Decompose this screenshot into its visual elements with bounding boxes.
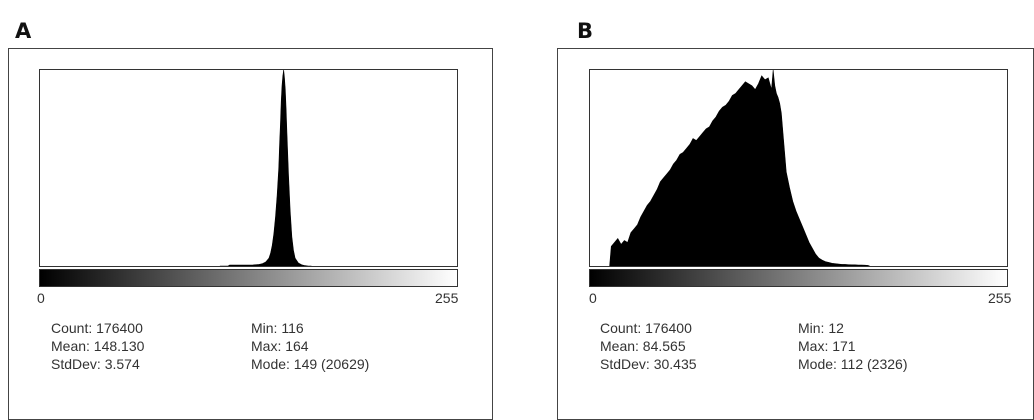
stats-left-a: Count: 176400 Mean: 148.130 StdDev: 3.57… [51,319,144,373]
grayscale-ramp-b [589,269,1008,287]
panel-label-b: B [577,19,594,43]
histogram-plot-a [39,69,458,267]
panel-label-a: A [15,19,32,43]
histogram-area-b [609,70,870,266]
histogram-svg-a [219,70,312,266]
stat-mean-a: Mean: 148.130 [51,338,145,354]
x-tick-max-a: 255 [435,290,459,306]
stats-left-b: Count: 176400 Mean: 84.565 StdDev: 30.43… [600,319,697,373]
histogram-svg-b [609,70,870,266]
stat-min-b: Min: 12 [798,320,844,336]
stats-right-b: Min: 12 Max: 171 Mode: 112 (2326) [798,319,907,373]
x-tick-max-b: 255 [988,290,1012,306]
stat-mode-b: Mode: 112 (2326) [798,356,908,372]
stat-min-a: Min: 116 [251,320,304,336]
histogram-plot-b [589,69,1008,267]
histogram-panel-b: 0 255 Count: 176400 Mean: 84.565 StdDev:… [557,48,1034,420]
stat-stddev-a: StdDev: 3.574 [51,356,140,372]
x-tick-min-a: 0 [37,290,45,306]
histogram-panel-a: 0 255 Count: 176400 Mean: 148.130 StdDev… [8,48,493,420]
stat-stddev-b: StdDev: 30.435 [600,356,697,372]
stat-mean-b: Mean: 84.565 [600,338,686,354]
stat-count-b: Count: 176400 [600,320,692,336]
grayscale-ramp-a [39,269,458,287]
histogram-area-a [219,70,312,266]
stat-max-b: Max: 171 [798,338,856,354]
stats-right-a: Min: 116 Max: 164 Mode: 149 (20629) [251,319,369,373]
stat-mode-a: Mode: 149 (20629) [251,356,370,372]
stat-count-a: Count: 176400 [51,320,143,336]
stat-max-a: Max: 164 [251,338,309,354]
x-tick-min-b: 0 [589,290,597,306]
